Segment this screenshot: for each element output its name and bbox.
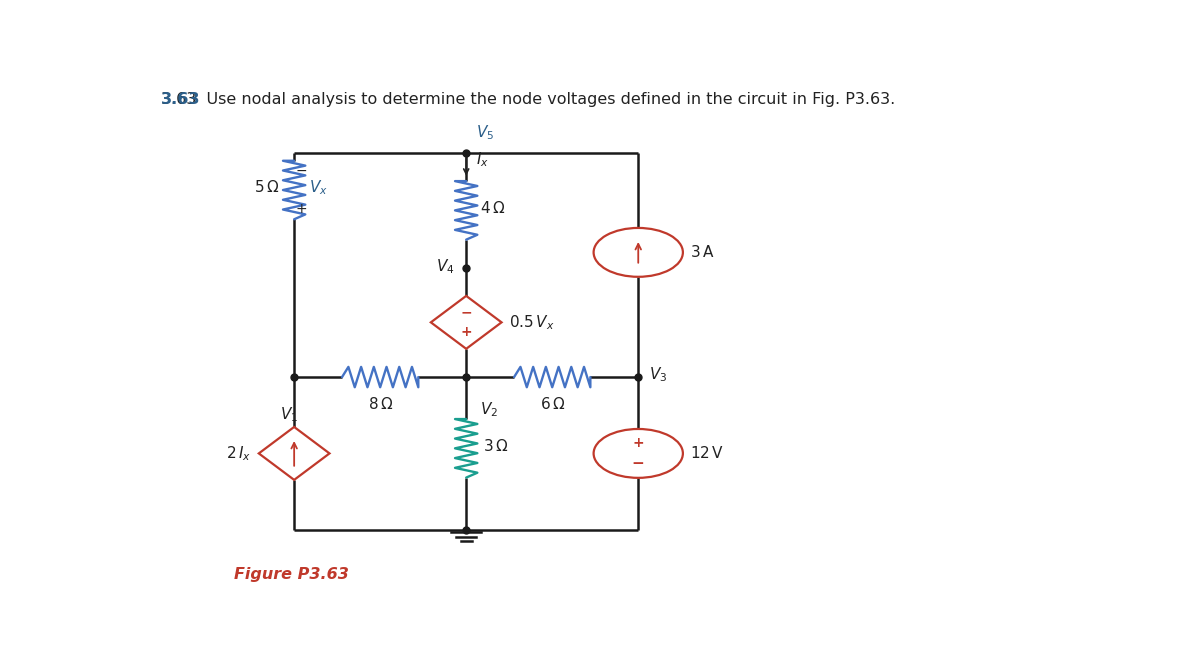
Text: $12\,\text{V}$: $12\,\text{V}$ [690,446,725,461]
Text: $0.5\,V_x$: $0.5\,V_x$ [509,313,554,332]
Text: $4\,\Omega$: $4\,\Omega$ [480,200,505,216]
Text: $V_5$: $V_5$ [475,123,493,142]
Text: $8\,\Omega$: $8\,\Omega$ [367,397,392,412]
Text: Figure P3.63: Figure P3.63 [234,567,348,582]
Text: $V_2$: $V_2$ [480,400,498,418]
Text: $V_1$: $V_1$ [281,405,299,424]
Text: $V_4$: $V_4$ [437,257,455,276]
Text: $I_x$: $I_x$ [475,150,488,169]
Text: $V_x$: $V_x$ [310,178,328,197]
Text: −: − [295,164,307,178]
Text: $2\,I_x$: $2\,I_x$ [227,444,251,463]
Text: $V_3$: $V_3$ [649,365,667,384]
Text: 3.63  Use nodal analysis to determine the node voltages defined in the circuit i: 3.63 Use nodal analysis to determine the… [161,92,895,107]
Text: −: − [632,456,644,471]
Text: +: + [632,436,644,450]
Text: $3\,\text{A}$: $3\,\text{A}$ [690,245,715,260]
Text: $5\,\Omega$: $5\,\Omega$ [254,180,280,196]
Text: 3.63: 3.63 [161,92,200,107]
Text: −: − [461,305,472,319]
Text: $3\,\Omega$: $3\,\Omega$ [482,438,509,454]
Text: +: + [461,325,472,338]
Text: +: + [295,202,307,216]
Text: $6\,\Omega$: $6\,\Omega$ [540,397,565,412]
